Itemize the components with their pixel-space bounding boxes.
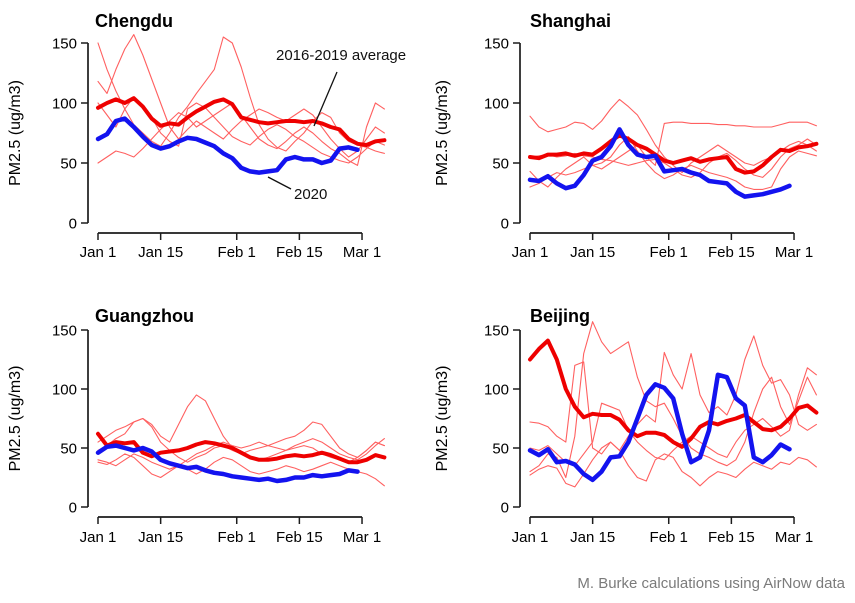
x-tick-label: Jan 1 [80,244,117,261]
x-tick-label: Mar 1 [343,529,381,546]
series-line-2016-2019-average [528,338,819,449]
pm25-chart-chengdu: 0 50 100 150 PM2.5 (ug/m3) Jan 1 Jan 15 Feb 1 Fe… [7,34,387,261]
x-tick-label: Jan 1 [80,529,117,546]
chart-title-shanghai: Shanghai [530,11,612,31]
pm25-chart-shanghai: 0 50 100 150 PM2.5 (ug/m3) Jan 1 Jan 15 Feb 1 Fe… [434,36,819,261]
series-line-2016-2019-average [96,431,387,465]
x-tick-label: Mar 1 [343,244,381,261]
x-tick-label: Feb 15 [276,529,323,546]
x-tick-label: Feb 15 [276,244,323,261]
x-tick-label: Feb 15 [708,529,755,546]
x-tick-label: Feb 1 [218,529,256,546]
x-tick-label: Jan 15 [138,529,183,546]
y-tick-label: 150 [52,36,77,53]
y-tick-label: 150 [52,323,77,340]
x-tick-label: Jan 15 [138,244,183,261]
x-tick-label: Feb 1 [650,244,688,261]
y-axis-label: PM2.5 (ug/m3) [7,366,24,472]
series-line-year-line-3 [97,421,385,470]
series-line-2020 [95,116,360,175]
y-tick-label: 0 [69,500,77,517]
x-tick-label: Jan 1 [512,529,549,546]
y-tick-label: 150 [484,36,509,53]
series-line-year-line-2 [97,34,385,158]
series-line-year-line-2 [529,121,817,188]
y-tick-label: 50 [60,156,77,173]
y-tick-label: 100 [52,96,77,113]
annotation-2020-leader-line [267,176,292,190]
x-tick-label: Mar 1 [775,244,813,261]
series-line-year-line-2 [97,417,385,463]
series-line-2020 [527,127,792,199]
average-annotation-leader-line [313,71,338,127]
series-line-year-line-4 [529,367,817,467]
series-line-year-line-3 [529,441,817,488]
y-tick-label: 0 [501,500,509,517]
y-axis-label: PM2.5 (ug/m3) [434,366,451,472]
x-tick-label: Feb 1 [650,529,688,546]
x-tick-label: Jan 1 [512,244,549,261]
y-axis-label: PM2.5 (ug/m3) [7,80,24,186]
series-line-2016-2019-average [528,133,819,175]
pm25-chart-beijing: 0 50 100 150 PM2.5 (ug/m3) Jan 1 Jan 15 Feb 1 Fe… [434,321,819,546]
y-axis-label: PM2.5 (ug/m3) [434,80,451,186]
pm25-chart-guangzhou: 0 50 100 150 PM2.5 (ug/m3) Jan 1 Jan 15 Feb 1 Fe… [7,323,387,546]
x-tick-label: Feb 1 [218,244,256,261]
y-tick-label: 0 [501,216,509,233]
series-line-year-line-4 [97,453,385,487]
y-tick-label: 100 [484,96,509,113]
series-line-year-line-2 [529,335,817,455]
x-tick-label: Feb 15 [708,244,755,261]
series-line-year-line-4 [529,136,817,190]
y-tick-label: 50 [492,441,509,458]
x-tick-label: Jan 15 [570,244,615,261]
x-tick-label: Mar 1 [775,529,813,546]
y-tick-label: 50 [60,441,77,458]
annotation-2020-label: 2020 [294,186,328,203]
series-line-2016-2019-average [96,96,387,147]
chart-title-guangzhou: Guangzhou [95,306,194,326]
y-tick-label: 150 [484,323,509,340]
y-tick-label: 0 [69,216,77,233]
series-line-2020 [527,372,792,483]
series-line-2020 [95,443,360,484]
y-tick-label: 100 [52,382,77,399]
footer-credit: M. Burke calculations using AirNow data [577,575,845,592]
y-tick-label: 50 [492,156,509,173]
annotation-average-label: 2016-2019 average [276,47,407,64]
chart-title-chengdu: Chengdu [95,11,173,31]
x-tick-label: Jan 15 [570,529,615,546]
chart-title-beijing: Beijing [530,306,591,326]
y-tick-label: 100 [484,382,509,399]
